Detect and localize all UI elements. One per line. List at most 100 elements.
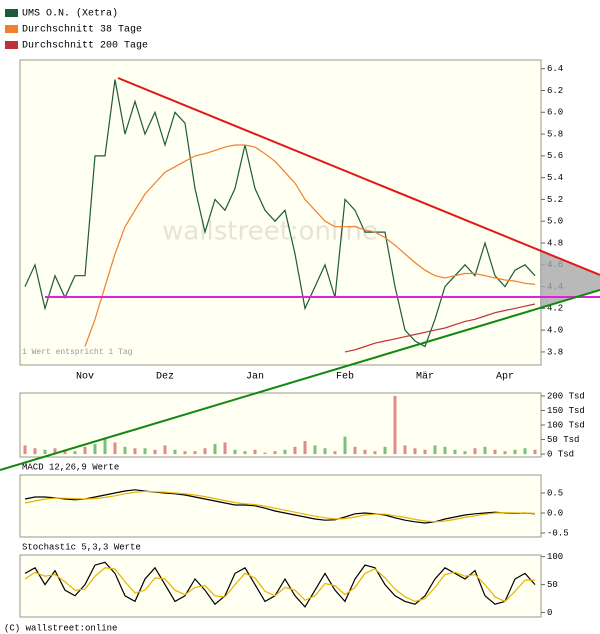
y-tick-label: 0.0: [547, 508, 563, 518]
legend-label: UMS O.N. (Xetra): [22, 8, 118, 20]
series-line: [24, 489, 536, 524]
watermark: wallstreet:online: [162, 217, 378, 247]
bar: [323, 448, 327, 455]
bar: [463, 451, 467, 455]
bar: [533, 449, 537, 455]
legend-swatch: [5, 9, 18, 17]
x-tick-label: Feb: [336, 371, 354, 383]
y-tick-label: 6.2: [547, 86, 563, 96]
bar: [383, 446, 387, 455]
bar: [33, 448, 37, 455]
x-tick-label: Nov: [76, 372, 94, 383]
series-line: [24, 490, 536, 523]
y-tick-label: 100 Tsd: [547, 420, 585, 430]
bar: [493, 449, 497, 455]
bar: [393, 395, 397, 455]
y-tick-label: 5.2: [547, 195, 563, 205]
bar: [343, 436, 347, 455]
bar: [363, 449, 367, 455]
bar: [273, 451, 277, 455]
y-tick-label: 4.2: [547, 304, 563, 314]
resistance-line: [117, 77, 600, 276]
y-tick-label: 4.0: [547, 326, 563, 336]
y-tick-label: 6.0: [547, 108, 563, 118]
bar: [123, 446, 127, 455]
x-tick-label: Apr: [496, 372, 514, 383]
bar: [183, 451, 187, 455]
bar: [433, 445, 437, 455]
note: 1 Wert entspricht 1 Tag: [22, 348, 133, 357]
bar: [23, 445, 27, 455]
trend-line: [0, 289, 600, 471]
y-tick-label: 6.4: [547, 64, 563, 74]
bar: [353, 446, 357, 455]
bar: [483, 446, 487, 455]
x-tick-label: Mär: [416, 371, 434, 383]
bar: [313, 445, 317, 455]
bar: [413, 448, 417, 455]
bar: [513, 449, 517, 455]
bar: [373, 451, 377, 455]
footer: (C) wallstreet:online: [4, 623, 117, 633]
marks: 3.84.04.24.44.64.85.05.25.45.65.86.06.26…: [5, 8, 585, 618]
bar: [453, 449, 457, 455]
x-tick-label: Jan: [246, 372, 264, 383]
bar: [43, 449, 47, 455]
y-tick-label: 0: [547, 608, 552, 618]
y-tick-label: 50: [547, 580, 558, 590]
bar: [113, 442, 117, 455]
legend-label: Durchschnitt 38 Tage: [22, 24, 142, 36]
bar: [263, 452, 267, 455]
price-panel: [19, 59, 542, 366]
bar: [193, 451, 197, 455]
bar: [503, 451, 507, 455]
bar: [93, 443, 97, 455]
legend-label: Durchschnitt 200 Tage: [22, 40, 148, 52]
bar: [473, 448, 477, 455]
legend-swatch: [5, 41, 18, 49]
bar: [53, 448, 57, 455]
y-tick-label: -0.5: [547, 528, 569, 538]
y-tick-label: 5.8: [547, 129, 563, 139]
bar: [303, 441, 307, 455]
bar: [293, 446, 297, 455]
bar: [283, 449, 287, 455]
bar: [73, 451, 77, 455]
bar: [143, 448, 147, 455]
y-tick-label: 5.4: [547, 173, 563, 183]
bar: [443, 446, 447, 455]
series-line: [24, 79, 536, 348]
y-tick-label: 5.0: [547, 217, 563, 227]
bar: [333, 451, 337, 455]
bar: [173, 449, 177, 455]
bar: [233, 449, 237, 455]
x-tick-label: Dez: [156, 372, 174, 383]
y-tick-label: 200 Tsd: [547, 391, 585, 401]
bar: [523, 448, 527, 455]
y-tick-label: 0 Tsd: [547, 449, 574, 459]
panel-title: MACD 12,26,9 Werte: [22, 462, 119, 472]
bar: [163, 445, 167, 455]
y-tick-label: 150 Tsd: [547, 406, 585, 416]
panel-title: Stochastic 5,3,3 Werte: [22, 542, 141, 552]
macd-panel: [19, 474, 542, 538]
bar: [213, 443, 217, 455]
bar: [223, 442, 227, 455]
bar: [243, 451, 247, 455]
bar: [423, 449, 427, 455]
bar: [63, 449, 67, 455]
bar: [133, 448, 137, 455]
series-line: [84, 144, 536, 347]
y-tick-label: 3.8: [547, 347, 563, 357]
y-tick-label: 0.5: [547, 488, 563, 498]
volume-panel: [19, 392, 542, 458]
y-tick-label: 100: [547, 552, 563, 562]
series-line: [24, 567, 535, 603]
bar: [103, 438, 107, 455]
bar: [403, 445, 407, 455]
bar: [83, 446, 87, 455]
bar: [253, 449, 257, 455]
y-tick-label: 50 Tsd: [547, 435, 579, 445]
bar: [203, 448, 207, 455]
